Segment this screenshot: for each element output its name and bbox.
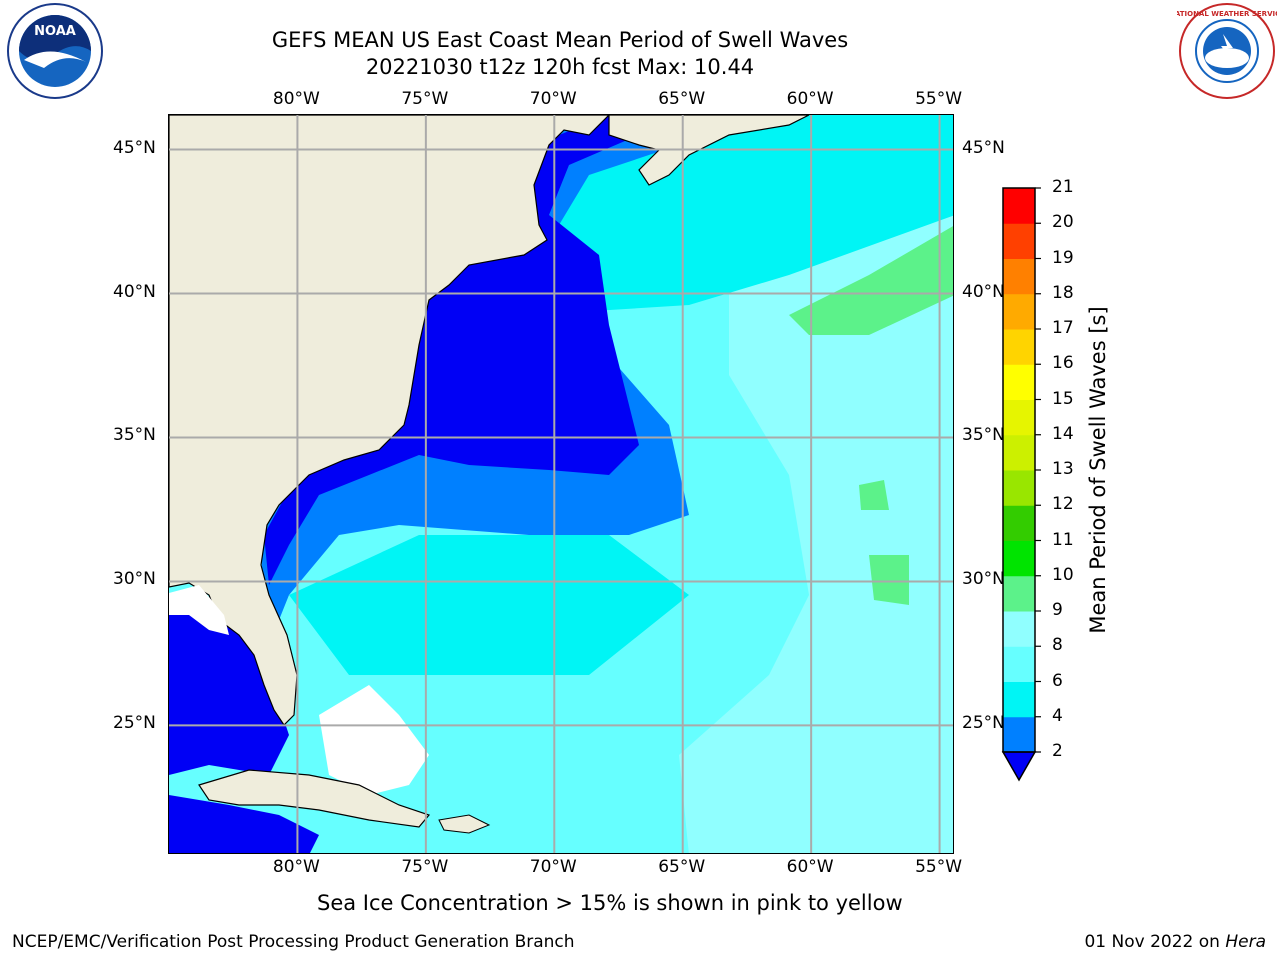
colorbar-tick-label: 21 bbox=[1052, 177, 1074, 197]
colorbar-tick-label: 10 bbox=[1052, 564, 1074, 585]
ocean-band-2-4-gulf bbox=[169, 595, 289, 775]
sea-ice-note: Sea Ice Concentration > 15% is shown in … bbox=[317, 891, 903, 915]
footer-date: 01 Nov 2022 on Hera bbox=[1084, 932, 1266, 952]
colorbar bbox=[1001, 187, 1041, 782]
colorbar-segment bbox=[1003, 505, 1035, 541]
ocean-band-2-4 bbox=[264, 115, 639, 585]
land-us-east bbox=[169, 115, 610, 726]
colorbar-segment bbox=[1003, 681, 1035, 718]
ocean-band-10-11-b bbox=[869, 555, 909, 605]
noaa-logo-text: NOAA bbox=[34, 24, 76, 39]
lat-label: 35°N bbox=[962, 425, 1005, 446]
colorbar-segment bbox=[1003, 223, 1035, 259]
colorbar-segment bbox=[1003, 540, 1035, 577]
nws-logo: NATIONAL WEATHER SERVICE bbox=[1177, 3, 1277, 99]
colorbar-segment bbox=[1003, 399, 1035, 436]
chart-title: GEFS MEAN US East Coast Mean Period of S… bbox=[271, 28, 849, 52]
colorbar-tick-label: 9 bbox=[1052, 600, 1063, 620]
map-panel bbox=[168, 114, 954, 854]
colorbar-tick-label: 12 bbox=[1052, 494, 1074, 515]
lon-label: 60°W bbox=[786, 857, 834, 877]
colorbar-tick-label: 11 bbox=[1052, 529, 1074, 550]
lon-label: 70°W bbox=[529, 89, 577, 109]
colorbar-segment bbox=[1003, 258, 1035, 295]
lon-label: 55°W bbox=[915, 89, 963, 109]
ocean-band-6-8-south bbox=[289, 535, 689, 675]
lon-label: 80°W bbox=[272, 89, 320, 109]
ocean-band-10-11 bbox=[789, 226, 953, 335]
footer-date-text: 01 Nov 2022 on bbox=[1084, 932, 1226, 952]
chart-subtitle: 20221030 t12z 120h fcst Max: 10.44 bbox=[365, 55, 755, 79]
lat-label: 35°N bbox=[113, 425, 156, 446]
colorbar-tick-label: 2 bbox=[1052, 741, 1063, 761]
colorbar-segment bbox=[1003, 646, 1035, 682]
footer-credit: NCEP/EMC/Verification Post Processing Pr… bbox=[12, 932, 575, 952]
colorbar-segment bbox=[1003, 716, 1035, 753]
footer-host: Hera bbox=[1225, 932, 1266, 952]
map-gridlines bbox=[169, 115, 953, 853]
lat-label: 30°N bbox=[962, 569, 1005, 590]
colorbar-segment bbox=[1003, 293, 1035, 330]
colorbar-tick-label: 18 bbox=[1052, 282, 1074, 303]
colorbar-segment bbox=[1003, 470, 1035, 506]
land-cuba bbox=[198, 769, 431, 828]
lat-label: 25°N bbox=[113, 713, 156, 734]
ocean-band-9-10 bbox=[679, 215, 953, 853]
lon-label: 55°W bbox=[915, 857, 963, 877]
lat-label: 40°N bbox=[962, 281, 1005, 302]
colorbar-segment bbox=[1003, 575, 1035, 612]
colorbar-segment bbox=[1003, 364, 1035, 400]
colorbar-tick-label: 8 bbox=[1052, 635, 1063, 656]
colorbar-segment bbox=[1003, 611, 1035, 647]
lon-label: 75°W bbox=[401, 89, 449, 109]
map-canvas bbox=[169, 115, 953, 853]
lat-label: 40°N bbox=[113, 281, 156, 302]
lat-label: 45°N bbox=[113, 137, 156, 158]
colorbar-tick-label: 6 bbox=[1052, 670, 1063, 691]
noaa-logo: NOAA bbox=[7, 3, 103, 99]
lon-label: 80°W bbox=[272, 857, 320, 877]
colorbar-tick-label: 16 bbox=[1052, 353, 1074, 374]
land-maritimes bbox=[608, 115, 810, 186]
colorbar-tick-label: 4 bbox=[1052, 705, 1063, 726]
land-bahamas-white bbox=[319, 685, 429, 795]
colorbar-segment bbox=[1003, 434, 1035, 471]
colorbar-tick-label: 13 bbox=[1052, 459, 1074, 479]
colorbar-tick-label: 20 bbox=[1052, 212, 1074, 233]
land-hispaniola bbox=[438, 814, 491, 834]
ocean-band-10-11-c bbox=[859, 480, 889, 510]
lon-label: 60°W bbox=[786, 89, 834, 109]
lat-label: 45°N bbox=[962, 137, 1005, 158]
nws-logo-text: NATIONAL WEATHER SERVICE bbox=[1177, 10, 1277, 18]
lat-label: 30°N bbox=[113, 569, 156, 590]
colorbar-tick-label: 17 bbox=[1052, 318, 1074, 338]
colorbar-segment bbox=[1003, 329, 1035, 365]
colorbar-tick-label: 19 bbox=[1052, 247, 1074, 268]
lat-label: 25°N bbox=[962, 713, 1005, 734]
colorbar-tick-label: 15 bbox=[1052, 388, 1074, 409]
land-florida-white bbox=[169, 585, 229, 635]
lon-label: 75°W bbox=[401, 857, 449, 877]
lon-label: 65°W bbox=[658, 89, 706, 109]
colorbar-segment bbox=[1003, 188, 1035, 224]
ocean-band-2-4-carib bbox=[169, 795, 319, 853]
colorbar-title-text: Mean Period of Swell Waves [s] bbox=[1086, 306, 1110, 634]
colorbar-extend-min bbox=[1001, 751, 1037, 782]
lon-label: 65°W bbox=[658, 857, 706, 877]
lon-label: 70°W bbox=[529, 857, 577, 877]
colorbar-tick-label: 14 bbox=[1052, 423, 1074, 444]
